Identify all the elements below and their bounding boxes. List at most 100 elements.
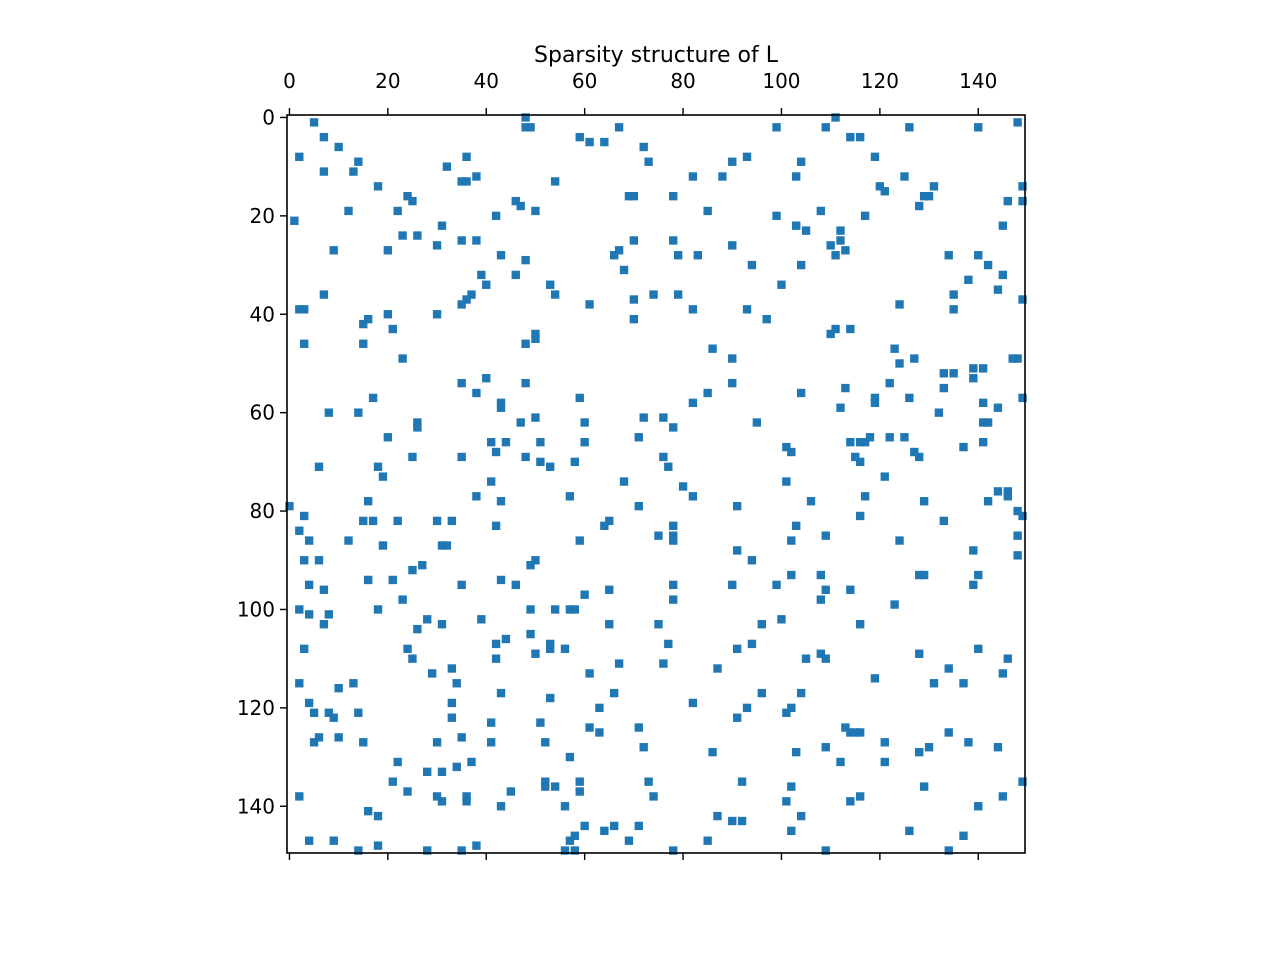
- nonzero-marker: [1003, 487, 1012, 496]
- nonzero-marker: [742, 305, 752, 314]
- nonzero-marker: [993, 403, 1003, 412]
- nonzero-marker: [432, 738, 442, 747]
- nonzero-marker: [851, 728, 860, 737]
- nonzero-marker: [905, 123, 914, 132]
- nonzero-marker: [546, 639, 555, 649]
- x-tick-label: 100: [762, 69, 800, 93]
- nonzero-marker: [934, 408, 944, 417]
- nonzero-marker: [413, 423, 422, 432]
- nonzero-marker: [388, 777, 397, 786]
- nonzero-marker: [285, 501, 294, 511]
- nonzero-marker: [728, 354, 737, 363]
- x-tick-label: 80: [670, 69, 695, 93]
- nonzero-marker: [546, 462, 555, 471]
- nonzero-marker: [457, 452, 466, 462]
- nonzero-marker: [974, 570, 983, 580]
- nonzero-marker: [855, 728, 865, 737]
- nonzero-marker: [511, 196, 520, 206]
- x-tick-label: 0: [283, 69, 296, 93]
- nonzero-marker: [821, 846, 830, 855]
- nonzero-marker: [383, 433, 393, 442]
- nonzero-marker: [565, 605, 575, 614]
- nonzero-marker: [403, 191, 412, 201]
- nonzero-marker: [546, 644, 555, 654]
- plot-frame: [286, 114, 1026, 854]
- nonzero-marker: [462, 797, 471, 806]
- y-tick-label: 120: [237, 696, 275, 720]
- nonzero-marker: [314, 556, 324, 565]
- nonzero-marker: [860, 211, 870, 221]
- nonzero-marker: [319, 167, 329, 176]
- nonzero-marker: [654, 620, 663, 629]
- nonzero-marker: [703, 206, 712, 216]
- nonzero-marker: [378, 472, 388, 481]
- nonzero-marker: [516, 418, 525, 427]
- nonzero-marker: [669, 521, 678, 531]
- nonzero-marker: [728, 580, 737, 590]
- nonzero-marker: [462, 792, 471, 801]
- nonzero-marker: [782, 797, 791, 806]
- y-tick-label: 40: [250, 302, 275, 326]
- nonzero-marker: [368, 393, 378, 403]
- nonzero-marker: [787, 782, 796, 791]
- nonzero-marker: [437, 620, 447, 629]
- nonzero-marker: [319, 132, 329, 142]
- nonzero-marker: [821, 743, 830, 752]
- markers-layer: [285, 113, 1027, 855]
- nonzero-marker: [314, 462, 324, 471]
- nonzero-marker: [831, 324, 840, 334]
- nonzero-marker: [496, 688, 506, 698]
- nonzero-marker: [354, 408, 363, 417]
- nonzero-marker: [910, 354, 919, 363]
- nonzero-marker: [944, 664, 953, 673]
- nonzero-marker: [546, 280, 555, 289]
- nonzero-marker: [851, 452, 860, 462]
- nonzero-marker: [919, 570, 929, 580]
- nonzero-marker: [792, 172, 801, 181]
- nonzero-marker: [614, 246, 624, 255]
- nonzero-marker: [359, 738, 368, 747]
- nonzero-marker: [413, 231, 422, 240]
- nonzero-marker: [609, 821, 619, 831]
- nonzero-marker: [895, 536, 904, 545]
- x-tick-label: 40: [474, 69, 499, 93]
- nonzero-marker: [290, 216, 299, 225]
- nonzero-marker: [363, 806, 373, 816]
- nonzero-marker: [467, 290, 476, 299]
- nonzero-marker: [418, 560, 427, 570]
- nonzero-marker: [836, 403, 845, 412]
- nonzero-marker: [482, 374, 491, 383]
- nonzero-marker: [816, 595, 826, 604]
- nonzero-marker: [939, 516, 949, 526]
- nonzero-marker: [486, 437, 496, 447]
- nonzero-marker: [329, 713, 338, 722]
- nonzero-marker: [659, 452, 668, 462]
- nonzero-marker: [747, 639, 757, 649]
- nonzero-marker: [1013, 354, 1022, 363]
- nonzero-marker: [737, 777, 747, 786]
- nonzero-marker: [1018, 182, 1027, 191]
- nonzero-marker: [801, 654, 811, 663]
- nonzero-marker: [772, 211, 781, 221]
- nonzero-marker: [974, 251, 983, 260]
- nonzero-marker: [560, 802, 570, 811]
- nonzero-marker: [649, 290, 658, 299]
- nonzero-marker: [919, 497, 929, 506]
- nonzero-marker: [846, 324, 855, 334]
- nonzero-marker: [796, 260, 806, 270]
- nonzero-marker: [728, 241, 737, 250]
- nonzero-marker: [521, 452, 530, 462]
- nonzero-marker: [998, 270, 1008, 280]
- nonzero-marker: [742, 703, 752, 713]
- nonzero-marker: [496, 802, 506, 811]
- nonzero-marker: [295, 305, 304, 314]
- nonzero-marker: [324, 708, 334, 717]
- nonzero-marker: [408, 452, 417, 462]
- nonzero-marker: [477, 270, 486, 280]
- nonzero-marker: [673, 290, 683, 299]
- nonzero-marker: [373, 605, 383, 614]
- nonzero-marker: [349, 679, 358, 688]
- nonzero-marker: [319, 620, 329, 629]
- nonzero-marker: [787, 570, 796, 580]
- nonzero-marker: [600, 137, 609, 147]
